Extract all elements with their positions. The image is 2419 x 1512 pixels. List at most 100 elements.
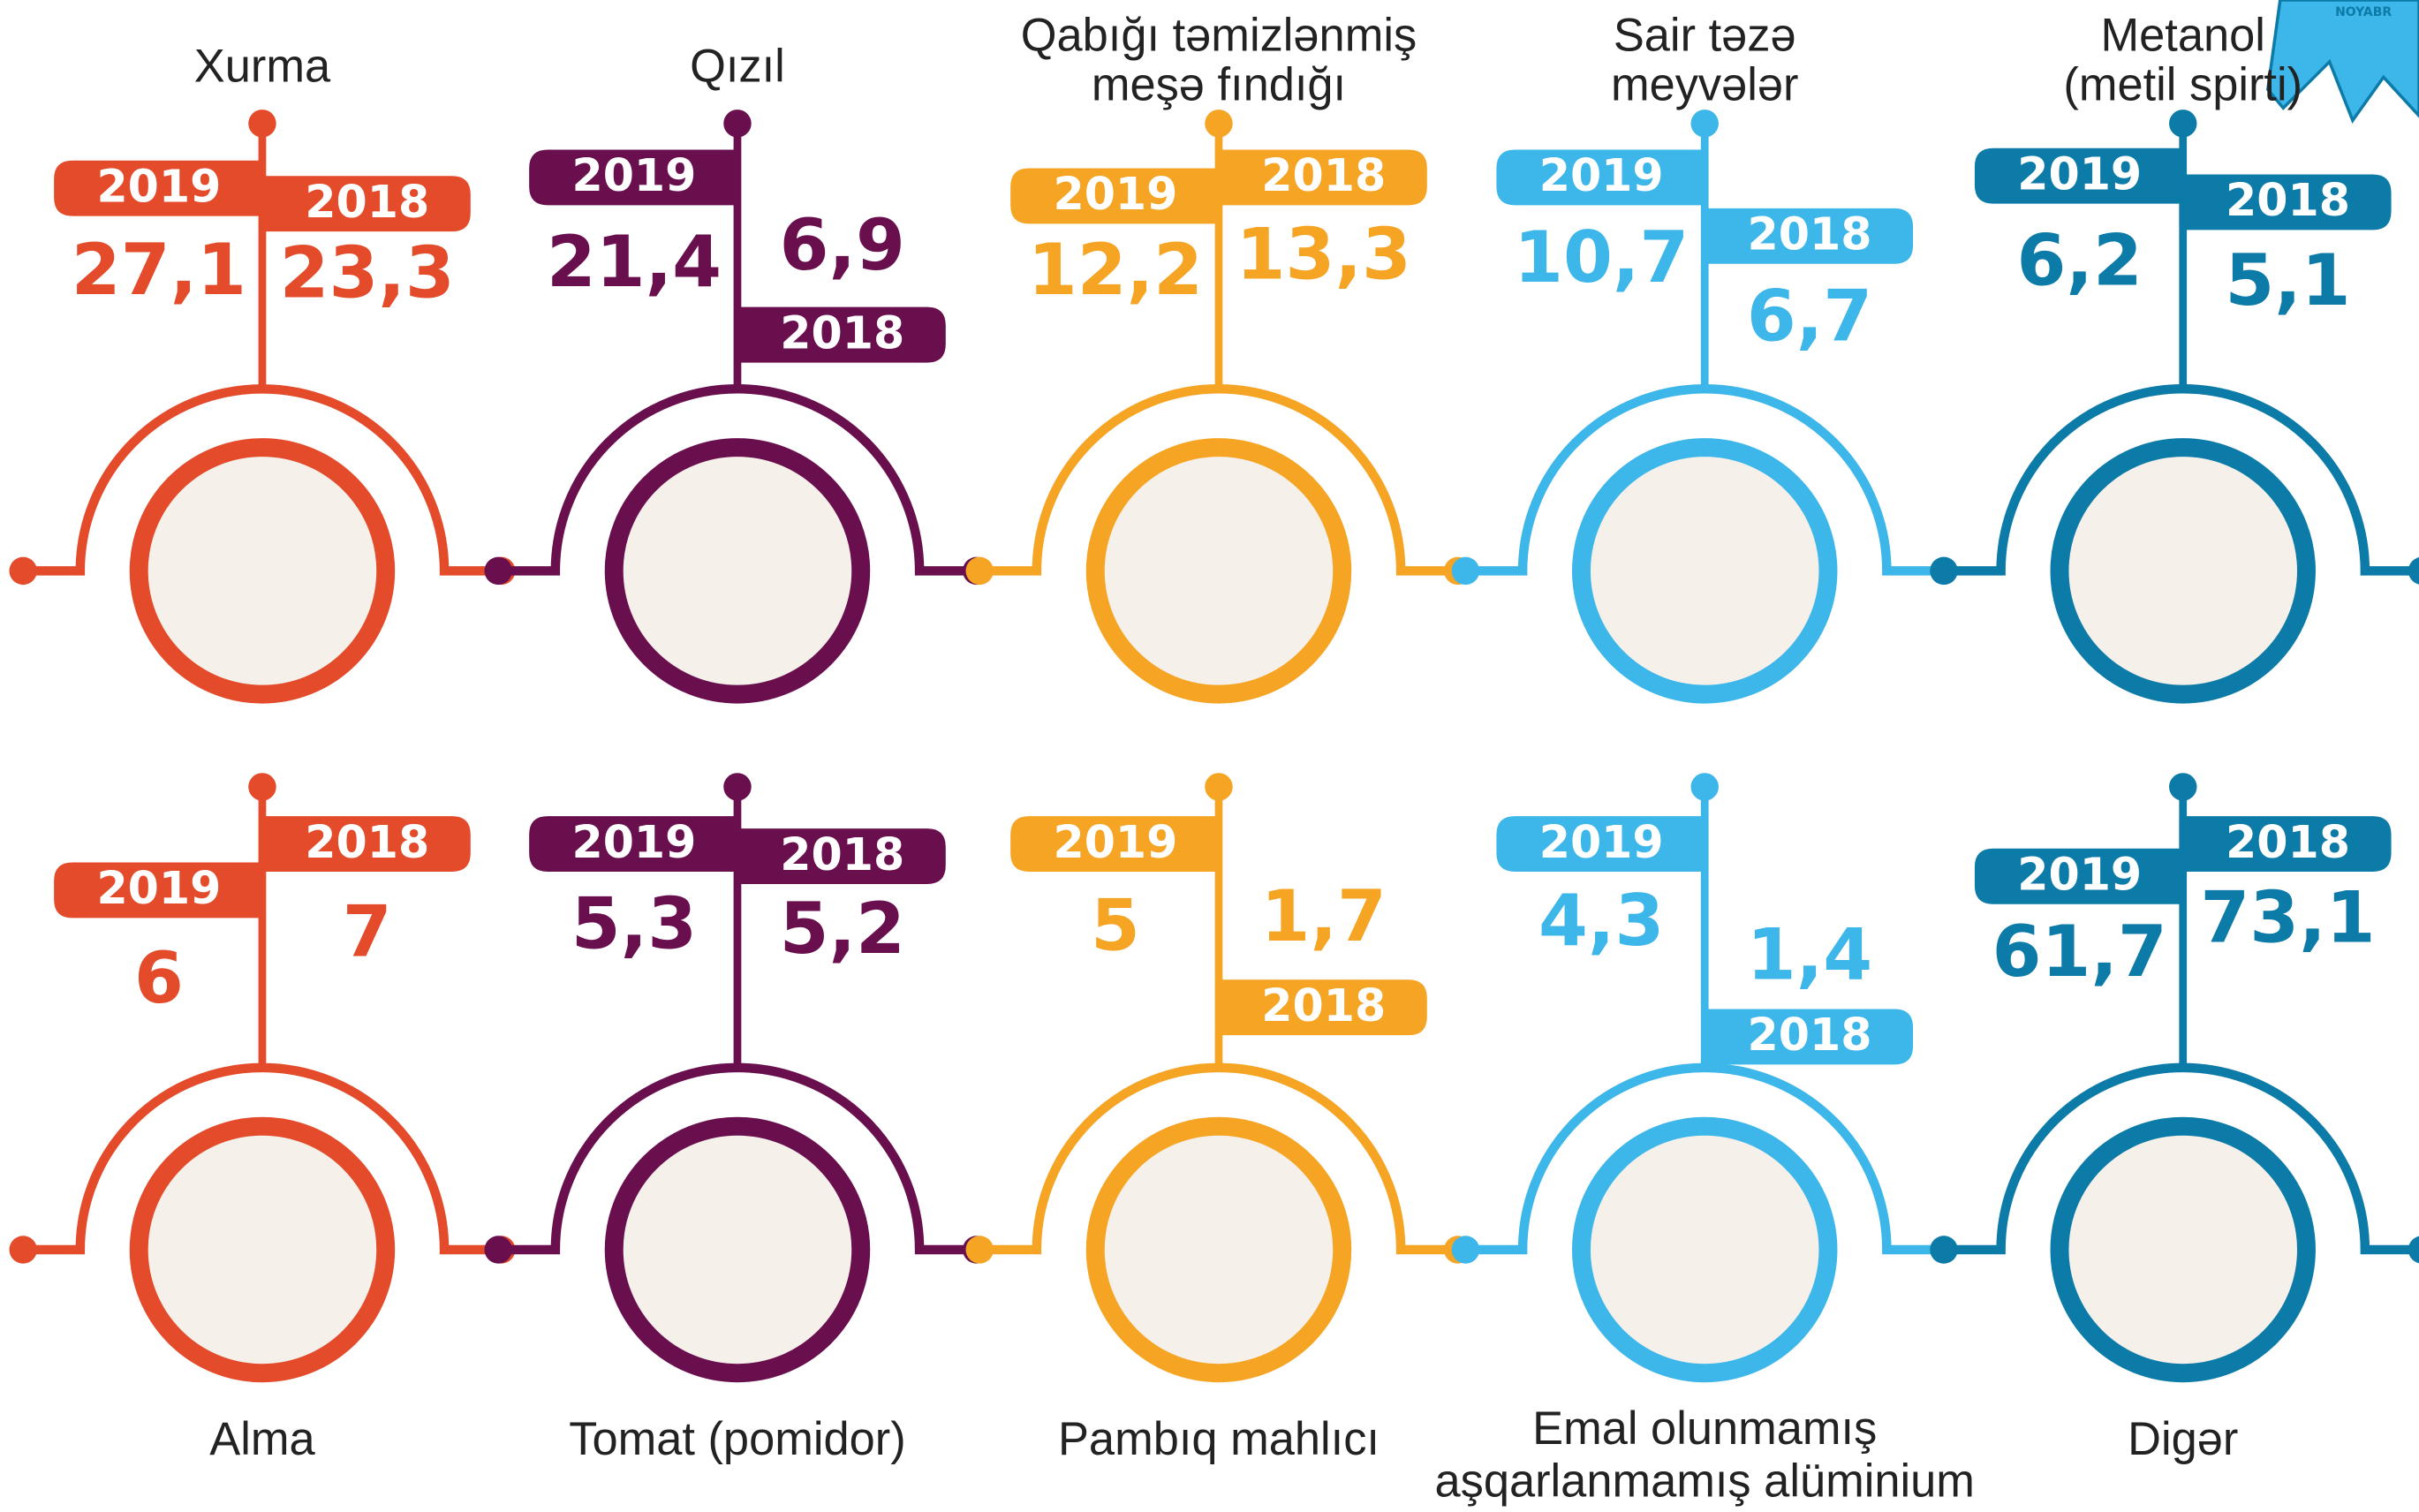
year-label: 2018 (1748, 1009, 1872, 1061)
outer-arc (498, 1062, 977, 1255)
inner-ring (2050, 438, 2316, 704)
year-label: 2018 (1748, 208, 1872, 261)
value: 23,3 (280, 231, 455, 314)
year-badge (1705, 1009, 1914, 1065)
year-badge (54, 862, 262, 919)
year-label: 2019 (1539, 149, 1664, 201)
stem-dot (723, 773, 752, 801)
item-label: Digər (2128, 1414, 2238, 1465)
item: 2019 6 2018 7 Alma (9, 773, 516, 1465)
value: 5 (1091, 883, 1140, 966)
year-label: 2018 (1261, 979, 1386, 1032)
value: 21,4 (547, 220, 722, 303)
end-dot (1930, 556, 1958, 586)
end-dot (2408, 557, 2419, 585)
year-badge (1010, 816, 1219, 873)
stem-dot (1690, 773, 1719, 801)
year-badge (1496, 816, 1705, 873)
year-label: 2018 (1261, 149, 1386, 201)
end-dot (1451, 1236, 1480, 1264)
value: 6,7 (1747, 274, 1872, 357)
item: 2019 5 2018 1,7 Pambıq mahlıcı (965, 773, 1472, 1465)
year-label: 2018 (305, 816, 429, 868)
stem-dot (723, 110, 752, 138)
stem-dot (1205, 110, 1233, 138)
item-label: (metil spirti) (2063, 59, 2302, 110)
outer-arc (1465, 1062, 1944, 1255)
year-badge (54, 160, 262, 216)
value: 1,4 (1747, 913, 1872, 996)
end-dot (1930, 1236, 1958, 1264)
item: 2019 6,2 2018 5,1 Metanol(metil spirti) (1930, 11, 2419, 704)
outer-arc (1465, 384, 1944, 576)
stem-dot (1690, 110, 1719, 138)
year-label: 2018 (2226, 816, 2350, 868)
value: 7 (343, 889, 392, 972)
outer-arc (979, 384, 1458, 576)
item-label: Metanol (2101, 11, 2265, 62)
item-label: Qızıl (690, 42, 785, 93)
outer-arc (1943, 384, 2419, 576)
item-label: Sair təzə (1614, 11, 1796, 62)
item-label: aşqarlanmamış alüminium (1434, 1455, 1974, 1507)
year-badge (1974, 147, 2183, 204)
value: 73,1 (2200, 876, 2375, 959)
item-label: Xurma (194, 42, 331, 93)
outer-arc (979, 1062, 1458, 1255)
end-dot (9, 1236, 37, 1264)
item-label: Tomat (pomidor) (569, 1414, 905, 1465)
inner-ring (1572, 1116, 1838, 1383)
year-label: 2019 (571, 149, 696, 201)
year-label: 2018 (2226, 174, 2350, 226)
year-label: 2019 (96, 862, 221, 914)
year-badge (737, 828, 946, 884)
year-badge (1705, 208, 1914, 264)
logo-text: NOYABR (2335, 5, 2392, 19)
outer-arc (1943, 1062, 2419, 1255)
end-dot (965, 556, 994, 586)
year-label: 2019 (1053, 168, 1177, 220)
year-badge (2182, 816, 2392, 873)
value: 27,1 (72, 228, 246, 311)
value: 13,3 (1236, 212, 1411, 295)
year-label: 2019 (571, 816, 696, 868)
outer-arc (498, 384, 977, 576)
item: 2019 5,3 2018 5,2 Tomat (pomidor) (484, 773, 991, 1465)
outer-arc (23, 384, 502, 576)
stem-dot (2169, 773, 2197, 801)
logo: NOYABR (2265, 0, 2419, 124)
inner-ring (1572, 438, 1838, 704)
value: 10,7 (1514, 215, 1689, 299)
end-dot (965, 1236, 994, 1264)
value: 6,9 (780, 203, 905, 286)
year-label: 2019 (2017, 848, 2142, 900)
item-label: Qabığı təmizlənmiş (1021, 11, 1417, 62)
inner-ring (1085, 1116, 1352, 1383)
value: 5,3 (571, 882, 697, 965)
stem-dot (1205, 773, 1233, 801)
year-badge (1974, 848, 2183, 904)
year-label: 2019 (96, 160, 221, 212)
logo-ribbon (2265, 0, 2419, 124)
value: 5,2 (780, 887, 905, 970)
value: 4,3 (1538, 879, 1664, 962)
item-label: meyvələr (1611, 59, 1799, 110)
item: 2019 61,7 2018 73,1 Digər (1930, 773, 2419, 1465)
year-badge (2182, 174, 2392, 231)
year-label: 2019 (1539, 816, 1664, 868)
year-badge (261, 816, 471, 873)
inner-ring (129, 438, 396, 704)
year-label: 2018 (780, 306, 904, 359)
item: 2019 21,4 2018 6,9 Qızıl (484, 42, 991, 704)
item-label: Alma (209, 1414, 315, 1465)
year-badge (1218, 149, 1427, 206)
stem-dot (248, 110, 276, 138)
value: 61,7 (1992, 910, 2167, 993)
year-badge (261, 176, 471, 232)
year-label: 2018 (780, 828, 904, 881)
year-badge (1218, 979, 1427, 1036)
end-dot (1451, 556, 1480, 586)
